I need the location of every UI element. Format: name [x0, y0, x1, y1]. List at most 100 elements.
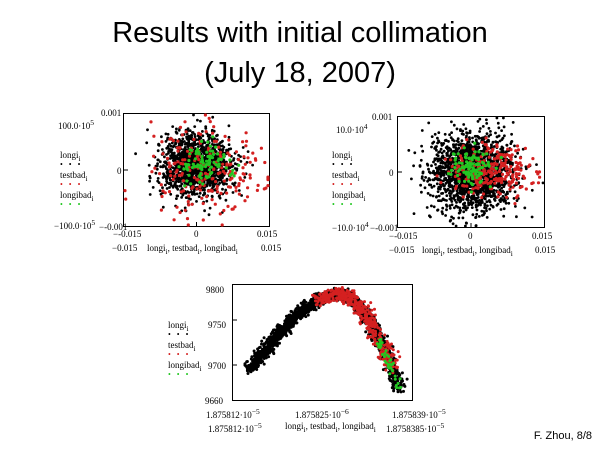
point-longi	[433, 132, 437, 136]
point-longi	[177, 157, 181, 160]
point-longi	[420, 190, 423, 194]
legend-marker-testbad: • • •	[332, 180, 355, 189]
point-longi	[509, 142, 513, 145]
point-longi	[423, 186, 427, 190]
point-longibad	[203, 164, 208, 169]
point-longi	[429, 193, 432, 197]
y-range-bottom-exp: 5	[91, 218, 96, 227]
point-longi	[449, 161, 453, 164]
y-tick-bottom-value: -0.001	[104, 222, 128, 232]
point-testbad	[505, 165, 509, 169]
point-longi	[444, 214, 447, 217]
point-longi	[492, 153, 496, 157]
point-testbad	[496, 178, 500, 182]
point-longi	[165, 153, 168, 156]
point-longi	[462, 203, 465, 206]
point-longi	[444, 178, 448, 182]
point-longi	[168, 142, 171, 146]
point-longi	[239, 160, 243, 163]
point-longi	[179, 180, 182, 183]
point-testbad	[516, 176, 521, 180]
point-testbad	[226, 204, 230, 208]
point-longi	[436, 208, 439, 212]
point-testbad	[244, 144, 248, 148]
point-longi	[479, 203, 482, 207]
point-testbad	[172, 162, 176, 166]
point-testbad	[500, 172, 505, 176]
point-longibad	[464, 170, 468, 174]
point-longibad	[228, 173, 232, 177]
point-testbad	[484, 176, 488, 180]
point-longi	[175, 131, 178, 135]
point-testbad	[218, 150, 223, 154]
point-longi	[535, 163, 538, 166]
point-testbad	[205, 195, 209, 199]
point-testbad	[474, 186, 478, 190]
point-longi	[212, 143, 216, 147]
point-longi	[497, 126, 501, 130]
point-longi	[471, 213, 475, 217]
point-testbad	[200, 179, 204, 183]
point-testbad	[221, 162, 225, 166]
point-longi	[156, 149, 160, 153]
point-longi	[476, 120, 480, 123]
point-testbad	[212, 125, 216, 129]
x-range-right: 0.015	[535, 245, 556, 255]
point-longi	[191, 131, 195, 134]
point-longi	[502, 214, 506, 218]
point-longi	[207, 181, 210, 185]
point-longi	[487, 140, 491, 143]
point-longi	[468, 129, 472, 133]
point-longi	[475, 208, 479, 212]
point-longi	[501, 149, 505, 153]
legend-sub: i	[350, 153, 353, 163]
point-testbad	[518, 185, 522, 190]
point-testbad	[153, 166, 157, 170]
legend-marker-longibad: • • •	[332, 200, 355, 209]
point-longi	[190, 190, 193, 194]
point-testbad	[238, 177, 243, 182]
point-testbad	[159, 208, 163, 212]
point-testbad	[227, 138, 231, 142]
point-longibad	[462, 146, 466, 150]
point-longibad	[486, 160, 490, 164]
point-testbad	[176, 149, 180, 153]
legend-sub: i	[85, 173, 88, 183]
point-longi	[169, 144, 173, 148]
point-longibad	[211, 152, 216, 156]
point-testbad	[450, 164, 454, 169]
point-longi	[442, 149, 446, 153]
point-testbad	[221, 169, 225, 173]
point-longibad	[475, 170, 479, 174]
point-longi	[440, 155, 444, 159]
point-longi	[530, 188, 534, 192]
point-longi	[155, 167, 159, 171]
point-longi	[465, 181, 469, 185]
point-longi	[164, 132, 168, 136]
point-longi	[262, 336, 266, 340]
point-longi	[464, 224, 467, 228]
point-longi	[187, 197, 191, 200]
point-testbad	[526, 165, 530, 169]
point-testbad	[233, 205, 237, 209]
point-testbad	[208, 189, 212, 193]
point-testbad	[234, 150, 238, 154]
x-axis-label-sub3: i	[510, 248, 513, 258]
point-testbad	[509, 157, 513, 161]
point-longi	[224, 198, 228, 202]
point-testbad	[192, 137, 196, 141]
point-longi	[484, 194, 488, 198]
point-longi	[151, 186, 155, 189]
point-longi	[444, 170, 448, 174]
point-longi	[462, 173, 466, 177]
point-longi	[485, 209, 488, 213]
point-testbad	[523, 146, 527, 150]
point-testbad	[491, 147, 495, 152]
point-longi	[502, 190, 506, 194]
point-longi	[182, 150, 186, 154]
points-layer	[407, 116, 545, 228]
point-longi	[214, 155, 217, 159]
point-longi	[437, 177, 441, 181]
point-longi	[502, 207, 506, 211]
point-longi	[175, 177, 179, 181]
